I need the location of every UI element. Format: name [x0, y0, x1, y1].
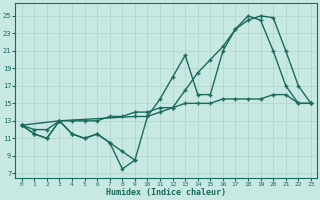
X-axis label: Humidex (Indice chaleur): Humidex (Indice chaleur)	[106, 188, 226, 197]
